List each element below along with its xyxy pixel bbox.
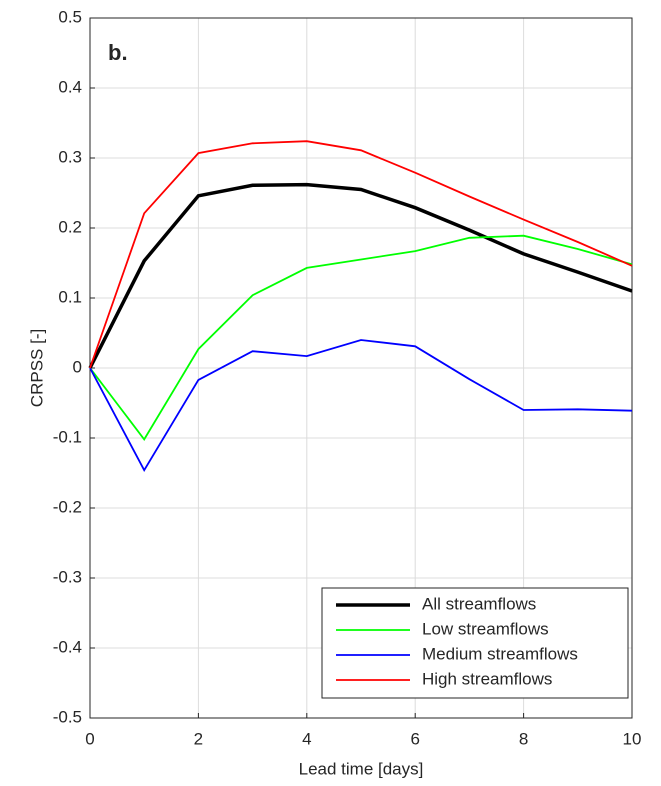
- y-tick-label: -0.4: [53, 637, 82, 656]
- legend-label: Medium streamflows: [422, 644, 578, 663]
- x-tick-label: 10: [623, 729, 642, 748]
- series-line: [89, 339, 633, 473]
- series-line: [88, 182, 633, 369]
- y-tick-label: -0.2: [53, 497, 82, 516]
- y-tick-label: 0.1: [58, 287, 82, 306]
- panel-label: b.: [108, 40, 128, 65]
- y-axis-label: CRPSS [-]: [27, 329, 46, 407]
- legend-label: Low streamflows: [422, 619, 549, 638]
- y-tick-label: 0: [73, 357, 82, 376]
- series-line: [89, 234, 633, 442]
- y-tick-label: 0.2: [58, 217, 82, 236]
- legend-label: High streamflows: [422, 669, 552, 688]
- y-tick-label: 0.5: [58, 7, 82, 26]
- x-axis-label: Lead time [days]: [299, 759, 424, 778]
- x-tick-label: 8: [519, 729, 528, 748]
- y-tick-label: 0.3: [58, 147, 82, 166]
- legend-label: All streamflows: [422, 594, 536, 613]
- x-tick-label: 6: [410, 729, 419, 748]
- series-line: [89, 140, 633, 369]
- y-tick-label: -0.5: [53, 707, 82, 726]
- x-tick-label: 2: [194, 729, 203, 748]
- y-tick-label: -0.1: [53, 427, 82, 446]
- x-tick-label: 0: [85, 729, 94, 748]
- y-tick-label: 0.4: [58, 77, 82, 96]
- x-tick-label: 4: [302, 729, 311, 748]
- y-tick-label: -0.3: [53, 567, 82, 586]
